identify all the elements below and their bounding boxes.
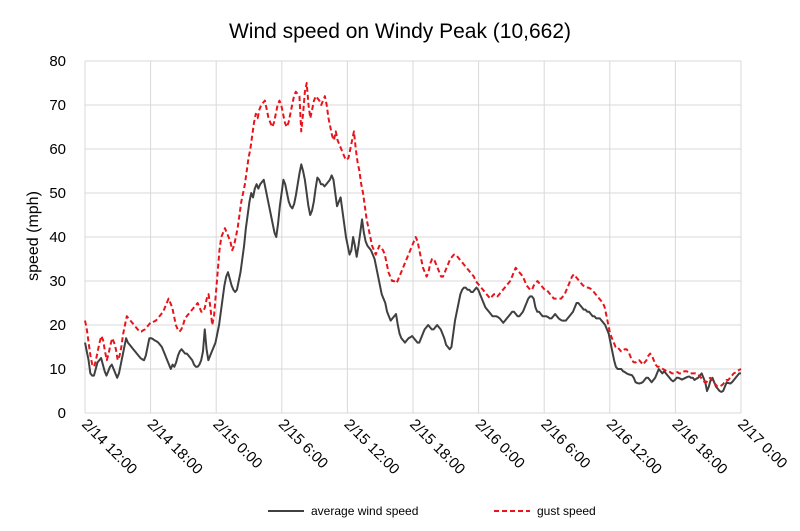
x-tick-label: 2/15 18:00 [406,416,468,478]
series-gust-speed [84,82,742,388]
y-tick-label: 40 [49,229,66,246]
x-tick-label: 2/16 0:00 [472,416,528,472]
y-axis-ticks: 0 10 20 30 40 50 60 70 80 [49,53,66,422]
y-axis-label: speed (mph) [25,191,42,281]
y-tick-label: 30 [49,273,66,290]
x-tick-label: 2/16 18:00 [669,416,731,478]
x-tick-label: 2/16 6:00 [537,416,593,472]
x-tick-label: 2/14 18:00 [144,416,206,478]
y-tick-label: 50 [49,185,66,202]
x-tick-label: 2/16 12:00 [603,416,665,478]
x-tick-label: 2/17 0:00 [734,416,790,472]
legend-gust-label: gust speed [537,504,596,518]
grid [84,60,742,414]
x-tick-label: 2/15 0:00 [209,416,265,472]
y-tick-label: 20 [49,317,66,334]
legend: average wind speed gust speed [268,504,596,518]
series-average-wind-speed [84,163,741,393]
y-tick-label: 80 [49,53,66,70]
x-tick-label: 2/14 12:00 [78,416,140,478]
y-tick-label: 70 [49,97,66,114]
x-tick-label: 2/15 6:00 [275,416,331,472]
y-tick-label: 10 [49,361,66,378]
legend-average-label: average wind speed [311,504,418,518]
chart-title: Wind speed on Windy Peak (10,662) [229,20,571,43]
series-lines [84,82,742,393]
x-tick-label: 2/15 12:00 [341,416,403,478]
y-tick-label: 0 [58,405,66,422]
y-tick-label: 60 [49,141,66,158]
x-axis-ticks: 2/14 12:00 2/14 18:00 2/15 0:00 2/15 6:00 2/… [78,416,790,478]
